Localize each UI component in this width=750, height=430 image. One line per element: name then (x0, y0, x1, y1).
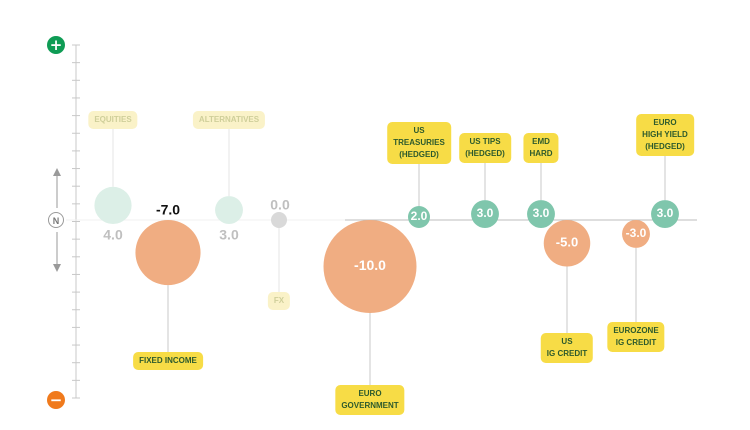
bubble-us-treasuries-hedged (408, 206, 430, 228)
bubble-equities (94, 186, 132, 224)
tag-us-tips-hedged[interactable]: US TIPS (HEDGED) (459, 133, 511, 163)
tag-us-ig-credit[interactable]: US IG CREDIT (540, 333, 594, 363)
value-label-us-treasuries-hedged: 2.0 (411, 209, 428, 223)
bubble-fx (271, 212, 287, 228)
tag-emd-hard[interactable]: EMD HARD (523, 133, 559, 163)
value-label-alternatives: 3.0 (219, 227, 239, 243)
tag-euro-high-yield-hedged[interactable]: EURO HIGH YIELD (HEDGED) (636, 114, 694, 156)
tag-eurozone-ig-credit[interactable]: EUROZONE IG CREDIT (607, 322, 665, 352)
minus-button[interactable]: − (47, 391, 65, 409)
value-label-us-tips-hedged: 3.0 (477, 206, 494, 220)
up-arrow-icon (53, 168, 61, 176)
tag-alternatives[interactable]: ALTERNATIVES (192, 111, 266, 129)
value-label-fixed-income: -7.0 (156, 202, 180, 218)
bubble-euro-high-yield-hedged (651, 200, 679, 228)
value-label-emd-hard: 3.0 (533, 206, 550, 220)
bubble-us-ig-credit (543, 220, 591, 267)
tag-equities[interactable]: EQUITIES (88, 111, 138, 129)
down-arrow-icon (53, 264, 61, 272)
value-label-euro-government: -10.0 (354, 257, 386, 273)
bubble-fixed-income (135, 220, 201, 286)
value-label-fx: 0.0 (270, 197, 290, 213)
value-label-equities: 4.0 (103, 227, 123, 243)
tag-us-treasuries-hedged[interactable]: US TREASURIES (HEDGED) (387, 122, 451, 164)
bubble-us-tips-hedged (471, 200, 499, 228)
value-label-us-ig-credit: -5.0 (556, 235, 578, 250)
neutral-marker: N (48, 212, 64, 228)
bubble-eurozone-ig-credit (622, 220, 650, 248)
bubble-euro-government (323, 220, 417, 313)
tag-euro-government[interactable]: EURO GOVERNMENT (335, 385, 405, 415)
bubble-alternatives (215, 196, 243, 224)
tag-fx[interactable]: FX (267, 292, 291, 310)
value-label-eurozone-ig-credit: -3.0 (626, 226, 647, 240)
tag-fixed-income[interactable]: FIXED INCOME (133, 352, 203, 370)
value-label-euro-high-yield-hedged: 3.0 (657, 206, 674, 220)
bubble-emd-hard (527, 200, 555, 228)
plus-button[interactable]: + (47, 36, 65, 54)
